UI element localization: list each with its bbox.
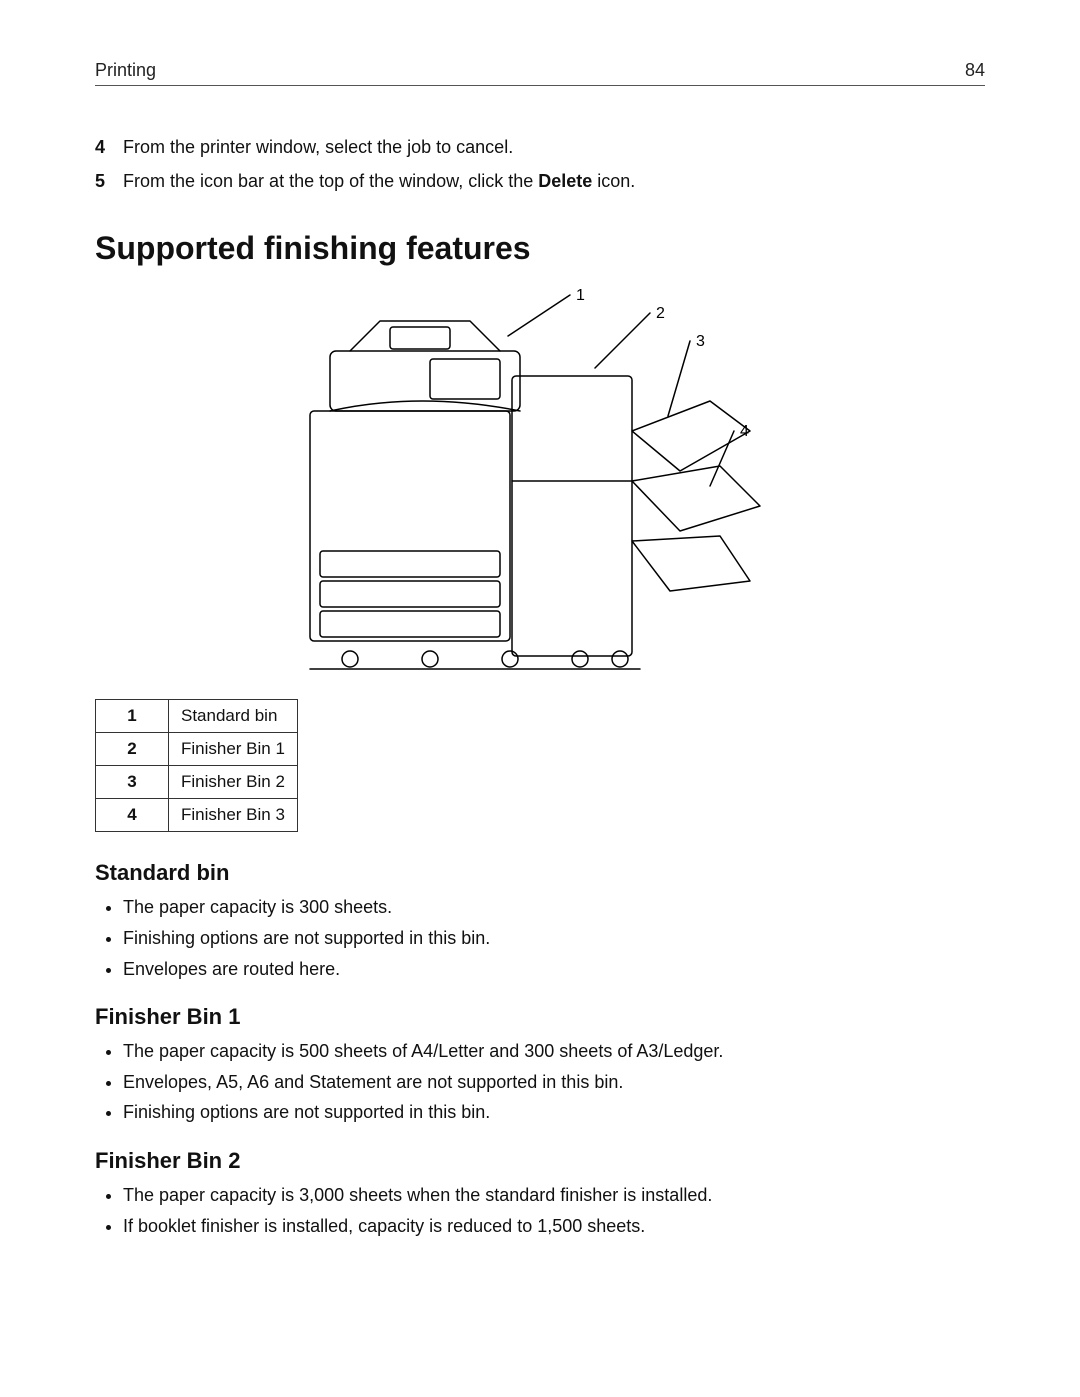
legend-label: Finisher Bin 3 bbox=[169, 799, 298, 832]
list-item: The paper capacity is 300 sheets. bbox=[123, 892, 985, 923]
legend-number: 3 bbox=[96, 766, 169, 799]
callout-legend-table: 1Standard bin2Finisher Bin 13Finisher Bi… bbox=[95, 699, 298, 832]
legend-number: 4 bbox=[96, 799, 169, 832]
table-row: 4Finisher Bin 3 bbox=[96, 799, 298, 832]
list-item: Finishing options are not supported in t… bbox=[123, 923, 985, 954]
table-row: 1Standard bin bbox=[96, 700, 298, 733]
svg-text:1: 1 bbox=[576, 287, 585, 304]
svg-text:3: 3 bbox=[696, 333, 705, 350]
list-item: Envelopes are routed here. bbox=[123, 954, 985, 985]
svg-text:2: 2 bbox=[656, 305, 665, 322]
printer-figure: 1 2 3 4 bbox=[95, 281, 985, 681]
table-row: 3Finisher Bin 2 bbox=[96, 766, 298, 799]
running-header-pagenum: 84 bbox=[965, 60, 985, 81]
list-item: The paper capacity is 500 sheets of A4/L… bbox=[123, 1036, 985, 1067]
step-item: 5From the icon bar at the top of the win… bbox=[95, 164, 985, 198]
numbered-steps: 4From the printer window, select the job… bbox=[95, 130, 985, 198]
section-heading: Finisher Bin 2 bbox=[95, 1148, 985, 1174]
step-item: 4From the printer window, select the job… bbox=[95, 130, 985, 164]
running-header: Printing 84 bbox=[95, 60, 985, 86]
list-item: The paper capacity is 3,000 sheets when … bbox=[123, 1180, 985, 1211]
document-page: Printing 84 4From the printer window, se… bbox=[0, 0, 1080, 1397]
list-item: If booklet finisher is installed, capaci… bbox=[123, 1211, 985, 1242]
svg-text:4: 4 bbox=[740, 423, 749, 440]
table-row: 2Finisher Bin 1 bbox=[96, 733, 298, 766]
printer-illustration: 1 2 3 4 bbox=[280, 281, 800, 681]
step-text: From the icon bar at the top of the wind… bbox=[123, 164, 635, 198]
section-bullets: The paper capacity is 3,000 sheets when … bbox=[95, 1180, 985, 1241]
section-heading: Standard bin bbox=[95, 860, 985, 886]
step-number: 5 bbox=[95, 164, 123, 198]
section-heading: Finisher Bin 1 bbox=[95, 1004, 985, 1030]
legend-label: Finisher Bin 1 bbox=[169, 733, 298, 766]
legend-number: 2 bbox=[96, 733, 169, 766]
list-item: Finishing options are not supported in t… bbox=[123, 1097, 985, 1128]
step-text: From the printer window, select the job … bbox=[123, 130, 513, 164]
step-number: 4 bbox=[95, 130, 123, 164]
legend-number: 1 bbox=[96, 700, 169, 733]
feature-sections: Standard bin The paper capacity is 300 sh… bbox=[95, 860, 985, 1241]
running-header-section: Printing bbox=[95, 60, 156, 81]
page-title: Supported finishing features bbox=[95, 230, 985, 267]
legend-label: Finisher Bin 2 bbox=[169, 766, 298, 799]
legend-label: Standard bin bbox=[169, 700, 298, 733]
section-bullets: The paper capacity is 500 sheets of A4/L… bbox=[95, 1036, 985, 1128]
section-bullets: The paper capacity is 300 sheets.Finishi… bbox=[95, 892, 985, 984]
list-item: Envelopes, A5, A6 and Statement are not … bbox=[123, 1067, 985, 1098]
